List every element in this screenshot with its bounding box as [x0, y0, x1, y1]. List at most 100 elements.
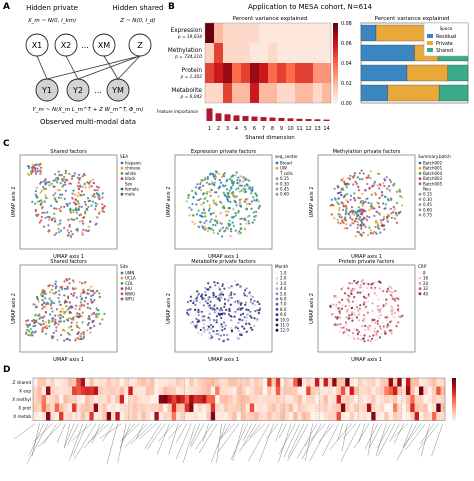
umap-point	[342, 204, 345, 207]
umap-point	[226, 281, 229, 284]
loading-cell	[202, 403, 207, 412]
umap-point	[344, 219, 348, 222]
umap-point	[83, 300, 86, 303]
heatmap-cell	[286, 83, 295, 103]
loading-cell	[128, 395, 133, 404]
loading-cell	[232, 378, 238, 387]
umap-point	[390, 319, 393, 323]
umap-point	[340, 188, 343, 191]
loading-cell	[267, 403, 272, 412]
umap-point	[79, 335, 82, 338]
umap-point	[80, 205, 83, 208]
umap-point	[225, 180, 228, 183]
umap-point	[347, 212, 350, 216]
heatmap-cell	[241, 43, 250, 63]
umap-point	[74, 208, 77, 211]
loading-cell	[336, 395, 342, 404]
umap-point	[93, 299, 96, 302]
umap-point	[374, 221, 377, 224]
umap-point	[42, 322, 45, 326]
importance-bar	[269, 117, 276, 121]
umap-point	[242, 176, 245, 179]
umap-point	[361, 279, 364, 282]
umap-point	[97, 192, 100, 196]
umap-point	[338, 312, 341, 315]
umap-point	[55, 326, 58, 329]
umap-point	[392, 315, 396, 318]
feature-label-stroke	[278, 423, 287, 439]
loading-cell	[137, 378, 142, 387]
umap-point	[375, 334, 378, 337]
loading-cell	[63, 378, 68, 387]
loading-cell	[375, 378, 381, 387]
umap-point	[96, 315, 99, 318]
umap-point	[351, 306, 354, 309]
umap-point	[70, 325, 73, 328]
umap-point	[200, 293, 204, 296]
umap-point	[394, 299, 397, 302]
feature-label-stroke	[190, 423, 201, 446]
loading-cell	[414, 378, 420, 387]
loading-cell	[392, 386, 398, 395]
umap-point	[332, 312, 335, 316]
umap-point	[45, 327, 49, 330]
umap-point	[196, 199, 199, 202]
umap-point	[393, 208, 396, 211]
umap-point	[215, 203, 218, 206]
loading-colorbar-step	[452, 395, 456, 398]
umap-point	[241, 307, 244, 310]
umap-point	[223, 312, 226, 315]
umap-point	[40, 202, 43, 205]
umap-point	[401, 314, 404, 317]
loading-cell	[423, 403, 428, 412]
umap-point	[57, 223, 60, 226]
loading-cell	[340, 378, 346, 387]
loading-cell	[80, 378, 86, 387]
umap-point	[240, 184, 243, 187]
umap-legend-label: 16	[423, 276, 429, 281]
loading-cell	[145, 378, 151, 387]
umap-point	[373, 182, 376, 185]
umap-point	[248, 291, 251, 294]
loading-cell	[63, 412, 68, 421]
umap-point	[59, 303, 62, 306]
loading-cell	[306, 378, 311, 387]
loading-cell	[366, 403, 372, 412]
umap-point	[212, 231, 215, 234]
umap-y-label: UMAP axis 2	[309, 187, 315, 218]
umap-point	[66, 204, 69, 207]
loading-cell	[67, 395, 73, 404]
umap-point	[247, 220, 250, 223]
umap-point	[230, 315, 233, 318]
loading-cell	[89, 386, 94, 395]
umap-point	[396, 201, 399, 205]
umap-point	[226, 227, 230, 230]
heatmap-cell	[223, 63, 232, 83]
umap-point	[72, 281, 75, 284]
umap-point	[200, 203, 203, 206]
umap-point	[85, 229, 88, 232]
loading-cell	[319, 386, 324, 395]
loading-cell	[54, 403, 60, 412]
umap-point	[41, 206, 44, 210]
loading-cell	[258, 403, 264, 412]
umap-point	[197, 225, 200, 228]
umap-point	[344, 193, 348, 196]
loading-row-label: Z shared	[13, 380, 32, 385]
umap-point	[360, 208, 363, 211]
umap-legend-label: 0.45	[280, 187, 289, 192]
umap-point	[371, 282, 374, 285]
row-label: Expression	[171, 28, 203, 34]
umap-point	[191, 220, 194, 223]
umap-point	[66, 203, 69, 206]
umap-point	[221, 283, 224, 286]
loading-cell	[102, 412, 107, 421]
heatmap-cell	[250, 43, 259, 63]
loading-cell	[340, 395, 346, 404]
loading-cell	[46, 412, 51, 421]
umap-x-label: UMAP axis 1	[351, 254, 382, 260]
loading-cell	[431, 378, 437, 387]
umap-point	[205, 181, 208, 184]
feature-label-stroke	[375, 423, 387, 456]
loading-cell	[440, 386, 446, 395]
